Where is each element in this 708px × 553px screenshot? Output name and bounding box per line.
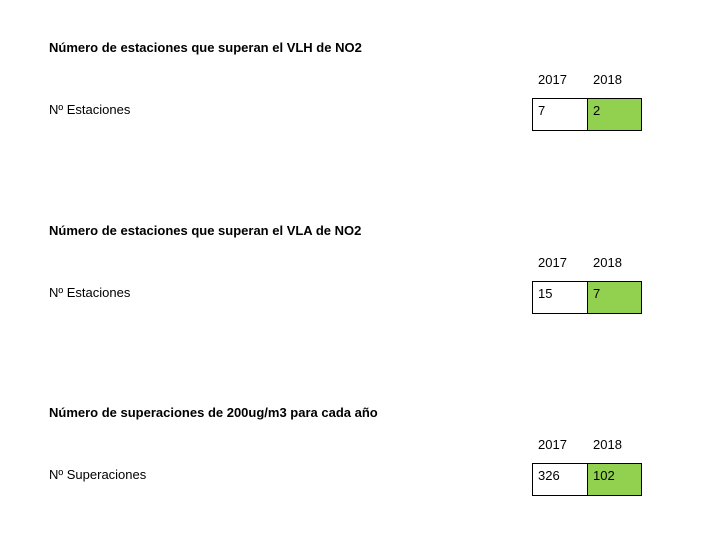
year-header-2017: 2017 — [538, 72, 567, 87]
section-title: Número de estaciones que superan el VLA … — [49, 223, 362, 238]
value-cell-2017: 15 — [533, 282, 588, 313]
values-box: 326 102 — [532, 463, 642, 496]
value-cell-2017: 7 — [533, 99, 588, 130]
value-cell-2018: 102 — [588, 464, 641, 495]
values-box: 7 2 — [532, 98, 642, 131]
section-vla-stations: Número de estaciones que superan el VLA … — [0, 223, 708, 363]
section-title: Número de superaciones de 200ug/m3 para … — [49, 405, 378, 420]
row-label: Nº Superaciones — [49, 467, 147, 482]
row-label: Nº Estaciones — [49, 102, 131, 117]
section-title: Número de estaciones que superan el VLH … — [49, 40, 362, 55]
year-header-2018: 2018 — [593, 72, 622, 87]
row-label: Nº Estaciones — [49, 285, 131, 300]
section-vlh-stations: Número de estaciones que superan el VLH … — [0, 40, 708, 180]
year-header-2017: 2017 — [538, 255, 567, 270]
year-header-2018: 2018 — [593, 437, 622, 452]
value-cell-2017: 326 — [533, 464, 588, 495]
section-exceedances-200: Número de superaciones de 200ug/m3 para … — [0, 405, 708, 545]
year-header-2018: 2018 — [593, 255, 622, 270]
value-cell-2018: 2 — [588, 99, 641, 130]
year-header-2017: 2017 — [538, 437, 567, 452]
values-box: 15 7 — [532, 281, 642, 314]
value-cell-2018: 7 — [588, 282, 641, 313]
